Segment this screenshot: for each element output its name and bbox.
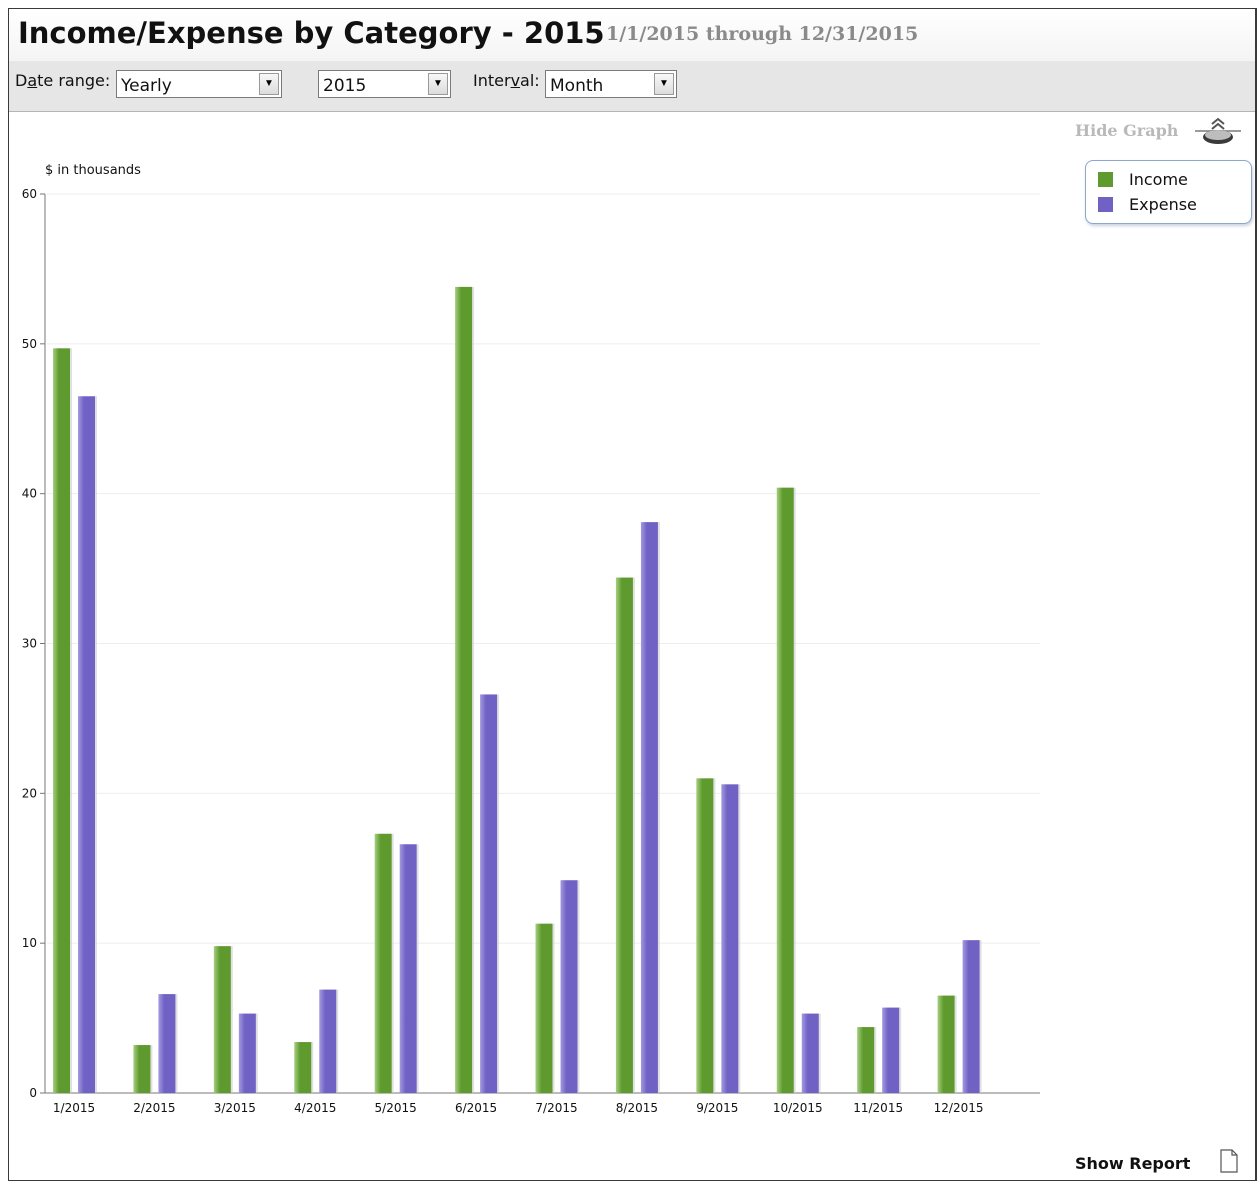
chevron-down-icon[interactable]: ▼ <box>654 73 674 95</box>
interval-select[interactable]: Month ▼ <box>545 70 677 98</box>
interval-label-accesskey: v <box>510 71 521 90</box>
date-range-label-accesskey: a <box>27 71 38 90</box>
x-tick-label: 11/2015 <box>853 1101 903 1115</box>
bar-chart: 0 10 20 30 40 50 60 1/2015 2/2015 3/2015 4/2015 5/2… <box>22 187 1040 1115</box>
date-range-select[interactable]: Yearly ▼ <box>116 70 282 98</box>
bar-expense-10 <box>801 1013 819 1093</box>
x-tick-label: 4/2015 <box>294 1101 336 1115</box>
hide-graph-link[interactable]: Hide Graph <box>1075 121 1179 140</box>
year-select[interactable]: 2015 ▼ <box>318 70 451 98</box>
bar-expense-8 <box>640 522 658 1093</box>
year-value: 2015 <box>323 76 367 96</box>
bar-expense-7 <box>560 880 578 1093</box>
interval-label-suffix: al: <box>520 71 540 90</box>
date-range-label: Date range: <box>15 71 110 90</box>
page-title: Income/Expense by Category - 2015 <box>18 16 605 50</box>
bar-expense-12 <box>962 940 980 1093</box>
document-icon[interactable] <box>1219 1149 1239 1173</box>
bar-expense-3 <box>238 1013 256 1093</box>
y-tick-label: 30 <box>22 637 37 651</box>
date-range-label-prefix: D <box>15 71 28 90</box>
bar-expense-1 <box>78 396 95 1093</box>
chevron-down-icon[interactable]: ▼ <box>428 73 448 95</box>
bar-income-4 <box>294 1042 312 1093</box>
legend-label-expense: Expense <box>1129 195 1197 214</box>
bar-expense-6 <box>480 694 498 1093</box>
x-tick-label: 9/2015 <box>696 1101 738 1115</box>
x-tick-label: 10/2015 <box>773 1101 823 1115</box>
show-report-link[interactable]: Show Report <box>1075 1154 1191 1173</box>
legend-swatch-income <box>1098 172 1113 187</box>
bar-income-1 <box>53 348 70 1093</box>
chart-legend: Income Expense <box>1085 160 1252 224</box>
bar-expense-11 <box>882 1007 900 1093</box>
x-tick-label: 3/2015 <box>214 1101 256 1115</box>
chevron-up-icon[interactable] <box>1193 115 1243 149</box>
bar-expense-5 <box>399 844 417 1093</box>
bar-income-8 <box>615 577 633 1093</box>
bar-income-10 <box>776 487 794 1093</box>
bar-income-7 <box>535 923 553 1093</box>
bar-income-6 <box>455 286 473 1093</box>
y-tick-label: 60 <box>22 187 37 201</box>
bar-income-5 <box>374 833 392 1093</box>
y-tick-label: 20 <box>22 786 37 800</box>
y-axis-label: $ in thousands <box>45 163 141 178</box>
chevron-down-icon[interactable]: ▼ <box>259 73 279 95</box>
bar-expense-2 <box>158 994 176 1093</box>
bar-expense-9 <box>721 784 739 1093</box>
bar-income-3 <box>213 946 231 1093</box>
date-range-text: 1/1/2015 through 12/31/2015 <box>606 23 919 45</box>
bar-income-9 <box>696 778 714 1093</box>
y-tick-label: 10 <box>22 936 37 950</box>
report-window: Income/Expense by Category - 2015 1/1/20… <box>8 8 1257 1181</box>
x-tick-label: 12/2015 <box>934 1101 984 1115</box>
interval-value: Month <box>550 76 604 96</box>
date-range-value: Yearly <box>121 76 172 96</box>
title-bar: Income/Expense by Category - 2015 1/1/20… <box>9 9 1255 61</box>
x-tick-label: 5/2015 <box>375 1101 417 1115</box>
bar-expense-4 <box>319 989 337 1093</box>
legend-swatch-expense <box>1098 197 1113 212</box>
y-tick-label: 0 <box>29 1086 37 1100</box>
x-tick-label: 2/2015 <box>133 1101 175 1115</box>
y-tick-label: 50 <box>22 337 37 351</box>
legend-label-income: Income <box>1129 170 1188 189</box>
date-range-label-suffix: te range: <box>37 71 111 90</box>
interval-label: Interval: <box>473 71 540 90</box>
y-tick-label: 40 <box>22 487 37 501</box>
x-tick-label: 6/2015 <box>455 1101 497 1115</box>
x-tick-label: 7/2015 <box>535 1101 577 1115</box>
x-tick-label: 8/2015 <box>616 1101 658 1115</box>
interval-label-prefix: Inter <box>473 71 511 90</box>
bar-income-12 <box>937 995 955 1093</box>
toolbar: Date range: Yearly ▼ 2015 ▼ Interval: Mo… <box>9 61 1255 112</box>
bar-income-2 <box>133 1045 151 1093</box>
x-tick-label: 1/2015 <box>53 1101 95 1115</box>
bar-income-11 <box>857 1027 875 1093</box>
